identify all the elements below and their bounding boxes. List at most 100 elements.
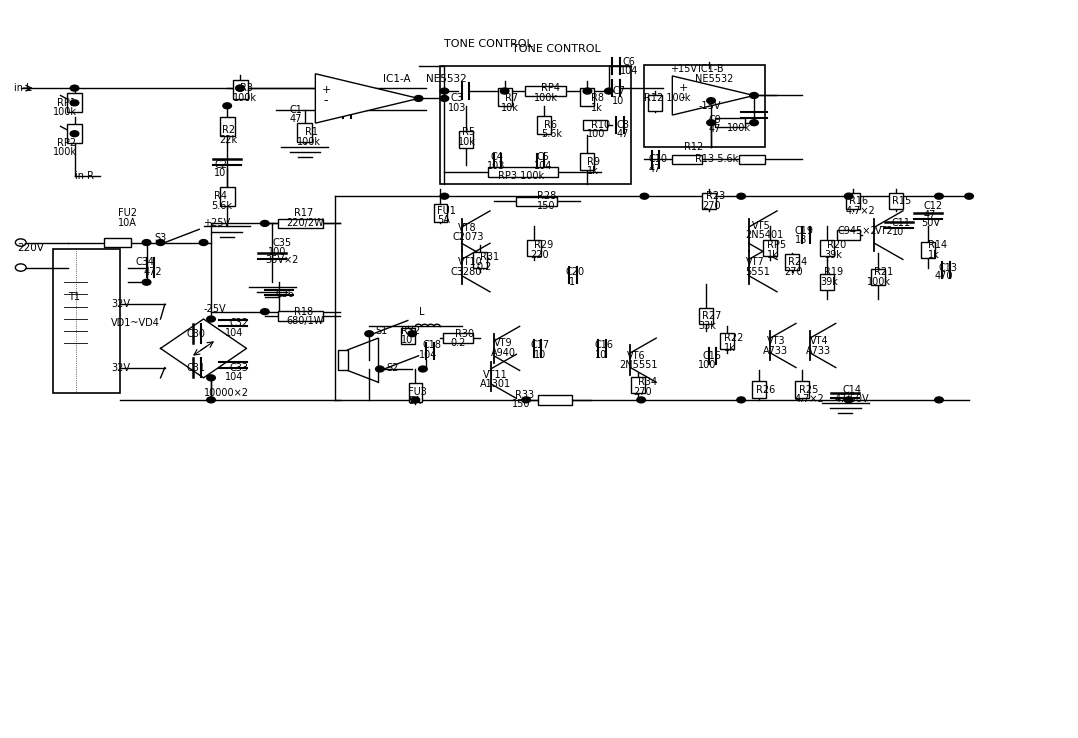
Text: 220: 220 xyxy=(530,250,549,260)
Text: S1: S1 xyxy=(375,325,388,336)
Text: -: - xyxy=(323,94,329,107)
Text: 47/50V: 47/50V xyxy=(834,394,869,404)
Text: 472: 472 xyxy=(143,267,162,277)
Text: 103: 103 xyxy=(487,161,506,171)
Text: 270: 270 xyxy=(703,201,721,211)
Text: -15V: -15V xyxy=(699,101,720,111)
Text: R33: R33 xyxy=(515,390,535,400)
Bar xyxy=(820,240,834,256)
Text: 103: 103 xyxy=(447,103,466,113)
Bar xyxy=(233,80,248,99)
Bar xyxy=(525,86,566,96)
Text: R12 100k: R12 100k xyxy=(645,94,691,103)
Circle shape xyxy=(261,308,270,314)
Bar xyxy=(443,334,473,343)
Text: 10: 10 xyxy=(534,350,545,360)
Bar xyxy=(871,269,885,285)
Bar xyxy=(889,193,903,210)
Text: 10: 10 xyxy=(401,335,414,345)
Circle shape xyxy=(440,88,448,94)
Text: R14: R14 xyxy=(928,241,948,250)
Text: C2: C2 xyxy=(215,159,227,170)
Bar xyxy=(645,65,764,147)
Bar xyxy=(752,382,766,398)
Text: 5A: 5A xyxy=(437,215,450,226)
Bar xyxy=(583,120,607,130)
Text: C12: C12 xyxy=(924,201,943,211)
Bar xyxy=(673,155,703,165)
Text: R29: R29 xyxy=(534,241,553,250)
Text: 47: 47 xyxy=(924,210,937,220)
Text: C10: C10 xyxy=(649,154,667,165)
Text: C1: C1 xyxy=(290,106,303,115)
Text: 47: 47 xyxy=(649,164,661,174)
Text: R21: R21 xyxy=(874,267,894,277)
Bar xyxy=(740,155,764,165)
Text: R6: R6 xyxy=(544,120,557,130)
Text: C3280: C3280 xyxy=(451,267,482,277)
Text: 104: 104 xyxy=(620,66,638,76)
Bar xyxy=(785,255,799,271)
Text: 1k: 1k xyxy=(724,342,735,353)
Text: VT5: VT5 xyxy=(751,221,771,231)
Bar xyxy=(459,131,473,148)
Text: R22: R22 xyxy=(724,333,744,343)
Bar xyxy=(473,252,487,269)
Text: R7: R7 xyxy=(505,94,517,103)
Bar xyxy=(538,395,572,404)
Text: 35V×2: 35V×2 xyxy=(265,255,299,265)
Text: S2: S2 xyxy=(386,362,399,373)
Text: 5551: 5551 xyxy=(746,267,771,277)
Circle shape xyxy=(70,100,79,106)
Text: 104: 104 xyxy=(418,350,437,360)
Text: R23: R23 xyxy=(706,191,724,201)
Circle shape xyxy=(844,193,853,199)
Text: 32V: 32V xyxy=(111,300,130,309)
Bar xyxy=(433,204,446,222)
Text: C16: C16 xyxy=(595,340,613,351)
Text: 50V: 50V xyxy=(921,218,940,228)
Text: 4.7×2: 4.7×2 xyxy=(794,394,825,404)
Text: 0.2: 0.2 xyxy=(451,338,466,348)
Circle shape xyxy=(749,120,758,125)
Text: 10000×2: 10000×2 xyxy=(204,387,249,398)
Text: 1: 1 xyxy=(569,277,576,286)
Text: R9: R9 xyxy=(588,156,600,167)
Text: R10: R10 xyxy=(591,120,610,130)
Circle shape xyxy=(70,85,79,91)
Text: R3: R3 xyxy=(240,83,253,93)
Text: 100k: 100k xyxy=(233,93,257,103)
Text: R2: R2 xyxy=(222,125,235,135)
Bar xyxy=(527,240,540,256)
Circle shape xyxy=(737,193,746,199)
Bar xyxy=(53,249,120,393)
Text: VT3: VT3 xyxy=(766,336,786,346)
Bar xyxy=(220,187,235,206)
Bar xyxy=(105,238,130,247)
Text: NE5532: NE5532 xyxy=(695,74,733,83)
Text: T1: T1 xyxy=(68,292,80,302)
Text: R25: R25 xyxy=(799,384,818,395)
Text: 10k: 10k xyxy=(458,137,476,147)
Text: 150: 150 xyxy=(537,201,555,211)
Text: in R: in R xyxy=(74,171,94,182)
Text: VT9: VT9 xyxy=(494,338,512,348)
Text: C18: C18 xyxy=(423,340,442,351)
Circle shape xyxy=(207,316,216,322)
Text: 104: 104 xyxy=(225,372,244,382)
Text: C30: C30 xyxy=(186,328,205,339)
Text: R8: R8 xyxy=(591,94,604,103)
Circle shape xyxy=(965,193,973,199)
Text: 104: 104 xyxy=(534,161,552,171)
Text: 270: 270 xyxy=(634,387,652,397)
Bar xyxy=(820,274,834,290)
Text: 39k: 39k xyxy=(824,250,842,260)
Text: 47: 47 xyxy=(617,129,628,139)
Text: A733: A733 xyxy=(762,345,788,356)
Text: 39k: 39k xyxy=(820,277,839,286)
Bar xyxy=(580,88,594,106)
Bar xyxy=(516,196,557,206)
Text: R26: R26 xyxy=(756,384,775,395)
Text: 100: 100 xyxy=(268,247,287,257)
Text: C20: C20 xyxy=(566,267,585,277)
